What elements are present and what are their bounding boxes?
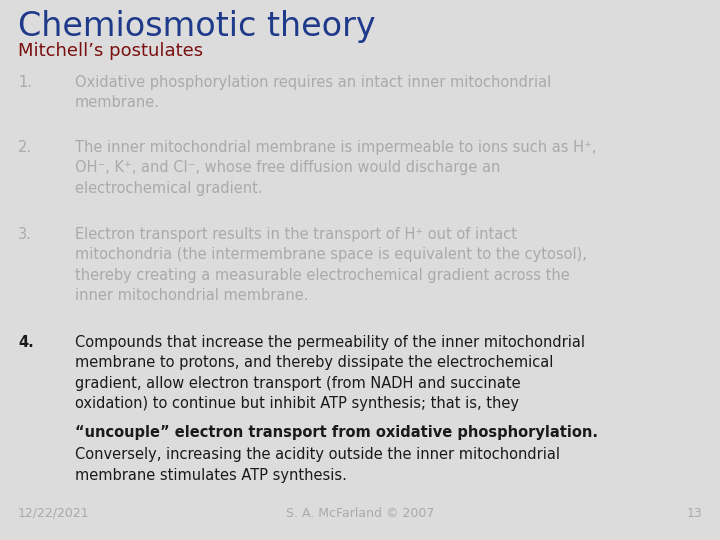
Text: The inner mitochondrial membrane is impermeable to ions such as H⁺,
OH⁻, K⁺, and: The inner mitochondrial membrane is impe… (75, 140, 596, 196)
Text: Chemiosmotic theory: Chemiosmotic theory (18, 10, 376, 43)
Text: 2.: 2. (18, 140, 32, 155)
Text: “uncouple” electron transport from oxidative phosphorylation.: “uncouple” electron transport from oxida… (75, 425, 598, 440)
Text: 3.: 3. (18, 227, 32, 242)
Text: Electron transport results in the transport of H⁺ out of intact
mitochondria (th: Electron transport results in the transp… (75, 227, 587, 303)
Text: S. A. McFarland © 2007: S. A. McFarland © 2007 (286, 507, 434, 520)
Text: 4.: 4. (18, 335, 34, 350)
Text: Oxidative phosphorylation requires an intact inner mitochondrial
membrane.: Oxidative phosphorylation requires an in… (75, 75, 552, 110)
Text: Compounds that increase the permeability of the inner mitochondrial
membrane to : Compounds that increase the permeability… (75, 335, 585, 411)
Text: 13: 13 (686, 507, 702, 520)
Text: Conversely, increasing the acidity outside the inner mitochondrial
membrane stim: Conversely, increasing the acidity outsi… (75, 447, 560, 483)
Text: Mitchell’s postulates: Mitchell’s postulates (18, 42, 203, 60)
Text: 12/22/2021: 12/22/2021 (18, 507, 89, 520)
Text: 1.: 1. (18, 75, 32, 90)
